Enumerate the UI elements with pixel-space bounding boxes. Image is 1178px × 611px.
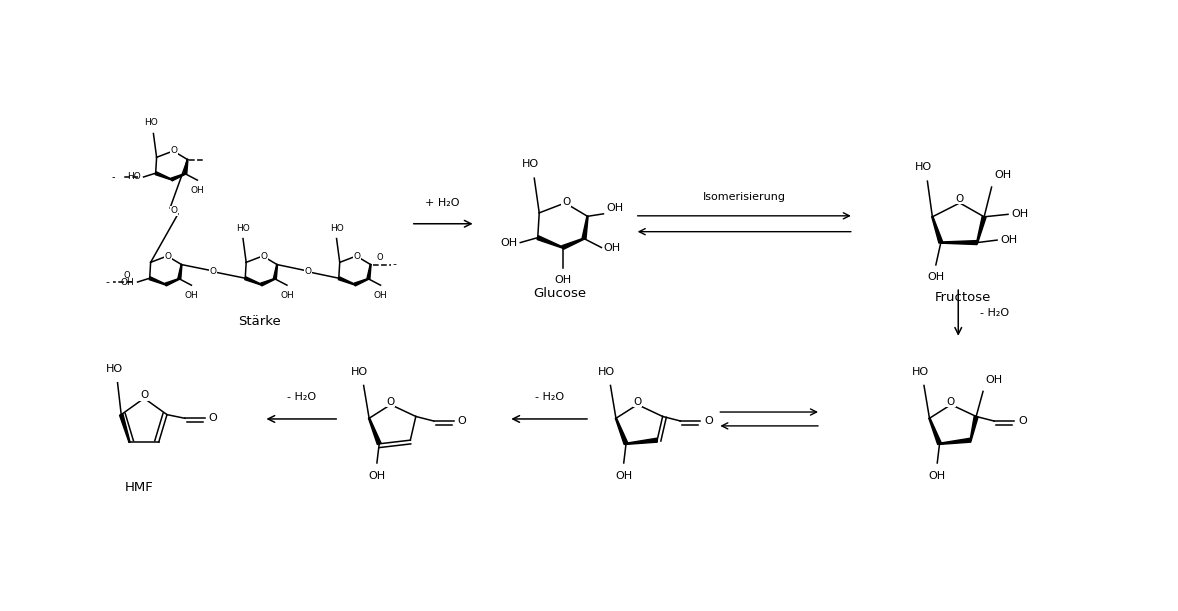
- Text: OH: OH: [373, 291, 388, 300]
- Polygon shape: [178, 265, 181, 279]
- Polygon shape: [626, 438, 657, 444]
- Text: OH: OH: [607, 203, 623, 213]
- Text: HO: HO: [598, 367, 615, 376]
- Polygon shape: [338, 277, 355, 285]
- Text: OH: OH: [191, 186, 204, 195]
- Text: O: O: [376, 252, 383, 262]
- Text: OH: OH: [185, 291, 198, 300]
- Text: HO: HO: [106, 364, 124, 374]
- Text: Glucose: Glucose: [534, 287, 587, 300]
- Text: O: O: [1018, 416, 1027, 426]
- Polygon shape: [355, 279, 369, 286]
- Text: O: O: [171, 207, 178, 216]
- Text: HO: HO: [915, 163, 932, 172]
- Text: O: O: [353, 252, 360, 260]
- Text: O: O: [140, 390, 148, 400]
- Text: O: O: [260, 252, 267, 260]
- Text: HO: HO: [522, 159, 538, 169]
- Text: OH: OH: [603, 243, 621, 252]
- Text: HMF: HMF: [125, 481, 153, 494]
- Text: Isomerisierung: Isomerisierung: [703, 192, 786, 202]
- Text: O: O: [386, 397, 395, 407]
- Text: -: -: [106, 277, 110, 287]
- Text: O: O: [704, 416, 713, 426]
- Text: - H₂O: - H₂O: [286, 392, 316, 402]
- Text: Stärke: Stärke: [238, 315, 280, 328]
- Polygon shape: [940, 438, 971, 444]
- Polygon shape: [184, 159, 188, 174]
- Text: HO: HO: [236, 224, 250, 233]
- Polygon shape: [273, 265, 278, 279]
- Text: O: O: [209, 413, 218, 423]
- Text: O: O: [562, 197, 570, 207]
- Text: HO: HO: [330, 224, 344, 233]
- Polygon shape: [562, 238, 584, 249]
- Text: O: O: [124, 271, 130, 280]
- Polygon shape: [119, 414, 130, 442]
- Polygon shape: [369, 418, 380, 445]
- Polygon shape: [171, 174, 185, 181]
- Text: Fructose: Fructose: [935, 291, 992, 304]
- Text: - H₂O: - H₂O: [535, 392, 564, 402]
- Text: -: -: [112, 172, 115, 182]
- Text: OH: OH: [554, 276, 571, 285]
- Text: O: O: [165, 252, 172, 260]
- Polygon shape: [977, 216, 986, 243]
- Text: OH: OH: [927, 272, 945, 282]
- Polygon shape: [260, 279, 274, 286]
- Text: OH: OH: [994, 170, 1012, 180]
- Text: O: O: [634, 397, 642, 407]
- Text: O: O: [955, 194, 964, 204]
- Text: -: -: [392, 260, 397, 269]
- Polygon shape: [929, 418, 941, 445]
- Text: HO: HO: [351, 367, 369, 376]
- Text: OH: OH: [369, 471, 385, 481]
- Polygon shape: [245, 277, 262, 285]
- Text: OH: OH: [928, 471, 946, 481]
- Text: HO: HO: [912, 367, 928, 376]
- Polygon shape: [366, 265, 371, 279]
- Text: OH: OH: [1011, 210, 1028, 219]
- Text: - H₂O: - H₂O: [980, 308, 1010, 318]
- Polygon shape: [537, 236, 563, 248]
- Polygon shape: [941, 241, 978, 244]
- Text: O: O: [947, 397, 955, 407]
- Text: + H₂O: + H₂O: [425, 198, 459, 208]
- Text: HO: HO: [145, 117, 158, 126]
- Text: O: O: [210, 267, 217, 276]
- Text: OH: OH: [615, 471, 633, 481]
- Text: OH: OH: [501, 238, 517, 247]
- Text: O: O: [304, 267, 311, 276]
- Polygon shape: [150, 277, 166, 285]
- Polygon shape: [165, 279, 179, 286]
- Polygon shape: [155, 172, 172, 180]
- Polygon shape: [932, 217, 942, 243]
- Text: OH: OH: [280, 291, 293, 300]
- Text: O: O: [457, 416, 466, 426]
- Text: HO: HO: [127, 172, 140, 181]
- Polygon shape: [582, 216, 588, 239]
- Text: OH: OH: [1000, 235, 1017, 245]
- Text: OH: OH: [985, 375, 1002, 386]
- Polygon shape: [971, 416, 978, 441]
- Polygon shape: [615, 418, 628, 445]
- Text: OH: OH: [121, 277, 134, 287]
- Text: O: O: [171, 147, 178, 155]
